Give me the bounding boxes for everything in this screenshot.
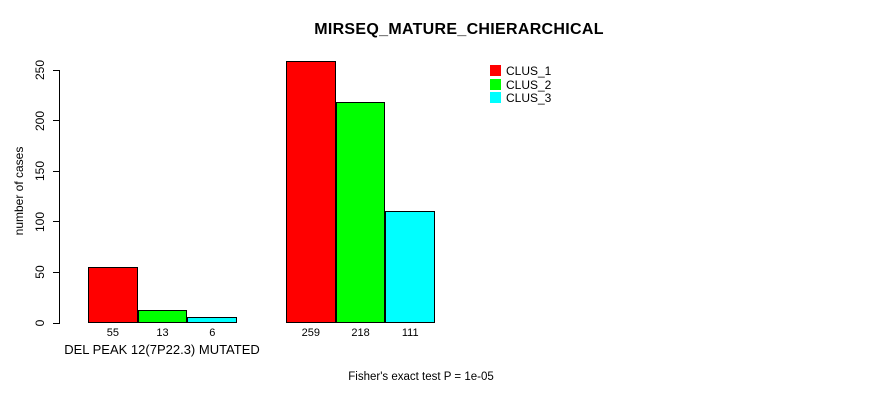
y-tick-label: 0: [33, 319, 47, 327]
y-tick-mark: [53, 271, 60, 273]
bar-clus_3: [385, 210, 436, 323]
bar-value-label: 6: [209, 327, 216, 339]
bar-clus_1: [286, 60, 336, 323]
y-tick-label: 100: [33, 211, 47, 232]
fisher-test-annotation: Fisher's exact test P = 1e-05: [348, 371, 494, 383]
bar-value-label: 218: [351, 327, 370, 339]
y-tick-mark: [53, 170, 60, 172]
y-tick-label: 250: [33, 59, 47, 81]
y-tick-label: 150: [33, 161, 47, 182]
bar-value-label: 55: [106, 327, 119, 339]
bar-clus_3: [187, 316, 238, 323]
legend-swatch-clus_1: [490, 65, 501, 76]
bar-clus_2: [137, 309, 188, 323]
legend-label-clus_1: CLUS_1: [506, 64, 552, 78]
y-tick-mark: [53, 221, 60, 223]
legend-swatch-clus_3: [490, 92, 501, 104]
y-axis-line: [59, 70, 60, 323]
bar-value-label: 259: [301, 327, 321, 339]
legend-swatch-clus_2: [490, 78, 501, 90]
bar-clus_2: [335, 102, 386, 323]
bar-value-label: 111: [401, 327, 419, 339]
y-tick-label: 50: [33, 265, 47, 280]
group1-x-axis-label: DEL PEAK 12(7P22.3) MUTATED: [64, 342, 260, 357]
y-axis-label: number of cases: [12, 146, 26, 236]
y-tick-label: 200: [33, 110, 47, 131]
bar-value-label: 13: [156, 327, 169, 339]
chart-title: MIRSEQ_MATURE_CHIERARCHICAL: [314, 21, 604, 38]
bar-clus_1: [88, 267, 138, 323]
legend-label-clus_2: CLUS_2: [506, 77, 552, 92]
y-tick-mark: [53, 322, 60, 324]
legend-label-clus_3: CLUS_3: [506, 91, 552, 106]
y-tick-mark: [53, 120, 60, 122]
y-tick-mark: [53, 69, 60, 71]
